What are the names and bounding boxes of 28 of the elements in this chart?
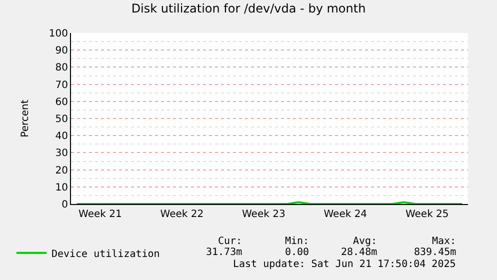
x-tick-label: Week 22 <box>160 209 204 220</box>
text: 0.00 <box>285 247 310 258</box>
text: 839.45m <box>414 247 456 258</box>
y-tick-label: 80 <box>55 62 68 74</box>
text: Max: <box>432 236 456 247</box>
text: Min: <box>285 236 310 247</box>
text: 28.48m <box>341 247 378 258</box>
x-tick-label: Week 21 <box>78 209 122 220</box>
x-tick-label: Week 24 <box>324 209 368 220</box>
y-tick-label: 40 <box>55 131 68 142</box>
y-tick-label: 50 <box>55 114 68 125</box>
x-tick-label: Week 25 <box>405 209 449 220</box>
y-tick-label: 10 <box>55 182 68 194</box>
x-tick-label: Week 23 <box>242 209 286 220</box>
y-tick-label: 70 <box>55 80 68 91</box>
y-tick-label: 20 <box>55 165 68 176</box>
y-tick-label: 30 <box>55 148 68 160</box>
y-tick-label: 60 <box>55 96 68 108</box>
text: Last update: Sat Jun 21 17:50:04 2025 <box>233 259 456 270</box>
text: 31.73m <box>206 247 242 258</box>
y-tick-label: 0 <box>62 200 68 210</box>
text: Cur: <box>218 236 242 247</box>
y-axis-title: Percent <box>20 100 31 138</box>
chart-title: Disk utilization for /dev/vda - by month <box>131 2 366 16</box>
y-tick-label: 100 <box>48 28 68 40</box>
y-tick-label: 90 <box>55 46 68 57</box>
legend-label: Device utilization <box>51 248 160 260</box>
text: Avg: <box>353 236 378 247</box>
